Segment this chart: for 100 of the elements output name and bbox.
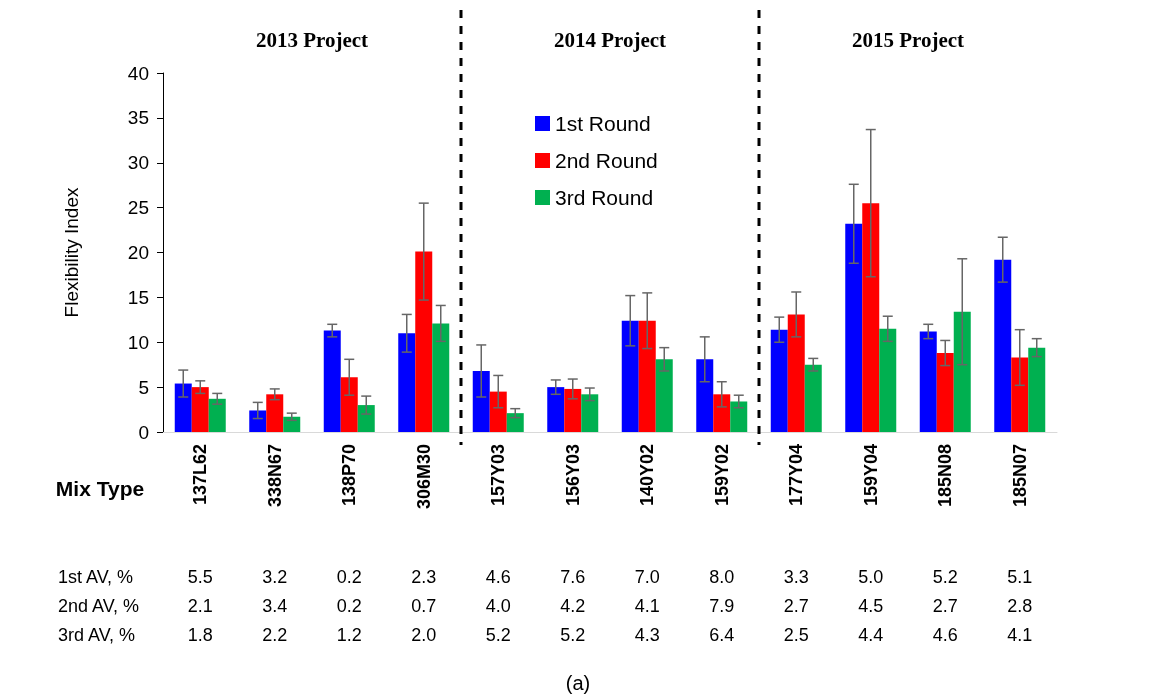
bar (621, 320, 639, 432)
text: 2.7 (783, 596, 809, 616)
bar (770, 329, 788, 432)
text: 4.1 (634, 596, 660, 616)
text: 5.1 (1007, 567, 1033, 587)
bar (1011, 357, 1029, 432)
text: 8.0 (709, 567, 735, 587)
bar (191, 387, 209, 432)
x-tick-label: 185N08 (935, 444, 956, 508)
bar (340, 377, 358, 432)
text: Mix Type (55, 476, 145, 500)
text: 3rd AV, % (58, 625, 136, 645)
text: 4.2 (560, 596, 586, 616)
y-tick-label: 20 (127, 242, 149, 263)
text: 2.8 (1007, 596, 1033, 616)
text: 7.9 (709, 596, 735, 616)
x-tick-label: 140Y02 (637, 444, 658, 507)
bar (323, 330, 341, 432)
text: 2.3 (411, 567, 437, 587)
text: 5.2 (485, 625, 511, 645)
text: 3.2 (262, 567, 288, 587)
x-tick-label: 138P70 (339, 444, 360, 507)
bar (1028, 347, 1046, 432)
text: 2013 Project (255, 28, 369, 52)
text: 1st AV, % (58, 567, 134, 587)
bar (472, 370, 490, 432)
x-tick-label: 185N07 (1009, 444, 1030, 508)
text: 7.6 (560, 567, 586, 587)
bar (208, 398, 226, 432)
text: (a) (565, 672, 591, 694)
y-tick-label: 0 (138, 421, 149, 443)
bar (398, 333, 416, 432)
bar (357, 405, 375, 432)
bar (432, 323, 450, 432)
text: 2015 Project (851, 28, 965, 52)
text: 2014 Project (553, 28, 667, 52)
text: 2nd AV, % (58, 596, 140, 616)
bar (919, 331, 937, 432)
legend-label: 3rd Round (555, 186, 654, 209)
bar (787, 314, 805, 432)
text: 5.5 (187, 567, 213, 587)
text: 2.5 (783, 625, 809, 645)
bar (249, 410, 267, 432)
y-tick-label: 35 (127, 107, 149, 129)
bar (879, 328, 897, 432)
text: 1.8 (187, 625, 213, 645)
text: 5.0 (858, 567, 884, 587)
bar (845, 223, 863, 432)
text: 3.4 (262, 596, 288, 616)
text: 5.2 (932, 567, 958, 587)
text: 2.0 (411, 625, 437, 645)
bar (713, 394, 731, 432)
bar (638, 320, 656, 432)
text: 5.2 (560, 625, 586, 645)
x-tick-label: 157Y03 (488, 444, 509, 507)
legend-label: 1st Round (555, 112, 651, 135)
text: 3.3 (783, 567, 809, 587)
bar (283, 416, 301, 432)
text: 7.0 (634, 567, 660, 587)
x-tick-label: 338N67 (264, 444, 285, 508)
text: 1.2 (336, 625, 362, 645)
bar (581, 394, 599, 432)
bar (994, 259, 1012, 432)
y-tick-label: 40 (127, 62, 149, 84)
x-tick-label: 159Y02 (711, 444, 732, 507)
text: 4.3 (634, 625, 660, 645)
text: 2.7 (932, 596, 958, 616)
y-tick-label: 30 (127, 152, 149, 174)
bar (655, 359, 673, 432)
bar (564, 388, 582, 432)
x-tick-label: 177Y04 (786, 444, 807, 507)
text: 4.6 (932, 625, 958, 645)
text: 4.5 (858, 596, 884, 616)
bar (174, 383, 192, 432)
text: 0.7 (411, 596, 437, 616)
bar (266, 394, 284, 432)
text: 4.6 (485, 567, 511, 587)
x-tick-label: 156Y03 (562, 444, 583, 507)
text: 0.2 (336, 567, 362, 587)
bar (862, 203, 880, 432)
y-tick-label: 25 (127, 197, 149, 219)
bar (953, 311, 971, 432)
y-tick-label: 15 (127, 286, 149, 308)
x-tick-label: 159Y04 (860, 444, 881, 507)
legend-label: 2nd Round (555, 149, 658, 172)
text: 2.1 (187, 596, 213, 616)
text: 4.0 (485, 596, 511, 616)
bar (415, 251, 433, 432)
x-tick-label: 306M30 (413, 444, 434, 510)
text: 4.4 (858, 625, 884, 645)
y-tick-label: 10 (127, 331, 149, 353)
text: 0.2 (336, 596, 362, 616)
text: 6.4 (709, 625, 735, 645)
bar (489, 391, 507, 432)
bar (804, 364, 822, 432)
y-tick-label: 5 (138, 376, 149, 398)
bar (730, 401, 748, 432)
bar (506, 413, 524, 432)
bar (547, 387, 565, 432)
bar (936, 353, 954, 432)
